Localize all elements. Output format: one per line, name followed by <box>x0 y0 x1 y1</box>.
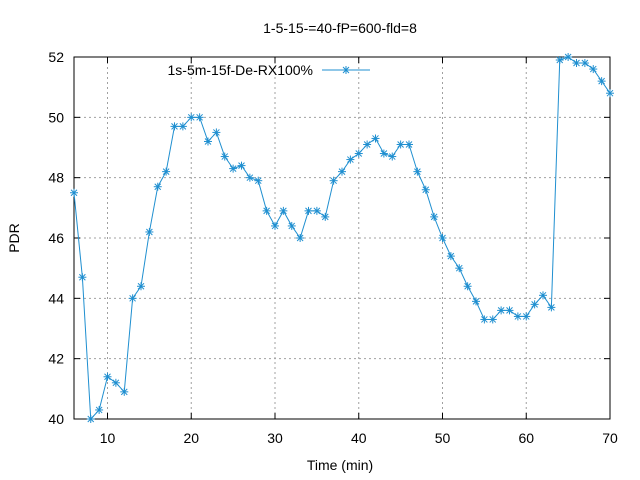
data-point <box>413 167 422 176</box>
data-point <box>128 294 137 303</box>
data-point <box>86 415 95 423</box>
x-tick-label: 40 <box>351 430 367 446</box>
data-point <box>304 206 313 215</box>
y-tick-label: 50 <box>48 109 64 125</box>
data-point <box>488 315 497 324</box>
x-tick-label: 20 <box>183 430 199 446</box>
data-point <box>547 303 556 312</box>
y-tick-label: 44 <box>48 290 64 306</box>
x-tick-label: 10 <box>100 430 116 446</box>
x-tick-label: 70 <box>602 430 618 446</box>
data-point <box>170 122 179 131</box>
data-point <box>363 140 372 149</box>
data-point <box>338 167 346 176</box>
data-point <box>530 300 539 309</box>
data-point <box>279 206 288 215</box>
data-point <box>480 315 489 324</box>
data-point <box>78 273 87 282</box>
data-point <box>555 56 564 65</box>
data-point <box>564 53 573 61</box>
data-point <box>346 155 355 164</box>
legend-marker <box>342 66 350 74</box>
grid-lines <box>74 57 610 419</box>
legend-marker-star <box>342 66 350 74</box>
data-point <box>237 161 246 170</box>
data-point <box>329 176 338 185</box>
data-point <box>312 206 321 215</box>
data-point <box>388 152 397 161</box>
x-tick-label: 60 <box>518 430 534 446</box>
legend-label: 1s-5m-15f-De-RX100% <box>168 62 314 78</box>
data-point <box>212 128 221 137</box>
data-point <box>354 149 363 158</box>
data-point <box>522 312 531 321</box>
data-point <box>145 227 154 236</box>
data-point <box>111 378 120 387</box>
data-point <box>421 185 430 194</box>
data-point <box>254 176 263 185</box>
data-point <box>271 221 279 230</box>
data-point <box>505 306 514 315</box>
data-point <box>137 282 145 291</box>
data-point <box>220 152 229 161</box>
legend: 1s-5m-15f-De-RX100% <box>168 62 370 78</box>
y-axis-title: PDR <box>6 223 22 253</box>
data-point <box>405 140 413 149</box>
data-point <box>120 387 129 396</box>
data-point <box>430 212 439 221</box>
series-layer <box>70 53 614 423</box>
data-point <box>572 59 581 68</box>
data-point <box>379 149 388 158</box>
data-point <box>321 212 330 221</box>
data-point <box>70 188 78 197</box>
data-point <box>187 113 196 122</box>
data-point <box>262 206 271 215</box>
axis-ticks: 10 20 30 40 50 60 70 40 42 44 46 48 50 52 <box>48 49 618 446</box>
data-point <box>472 297 480 306</box>
data-point <box>396 140 405 149</box>
data-point <box>229 164 238 173</box>
data-point <box>597 77 606 86</box>
data-point <box>438 234 447 242</box>
data-point <box>178 122 187 131</box>
data-point <box>606 89 614 98</box>
data-point <box>162 167 171 176</box>
data-point <box>463 282 472 291</box>
x-tick-label: 50 <box>435 430 451 446</box>
x-axis-title: Time (min) <box>307 457 373 473</box>
data-point <box>497 306 506 315</box>
y-tick-label: 52 <box>48 49 64 65</box>
data-point <box>589 65 598 74</box>
y-tick-label: 46 <box>48 230 64 246</box>
data-point <box>95 405 104 414</box>
y-tick-label: 42 <box>48 351 64 367</box>
data-point <box>287 221 296 230</box>
data-point <box>103 372 112 381</box>
data-point <box>296 234 305 242</box>
y-tick-label: 48 <box>48 170 64 186</box>
data-point <box>580 59 589 68</box>
chart-title: 1-5-15-=40-fP=600-fld=8 <box>263 20 417 36</box>
y-tick-label: 40 <box>48 411 64 427</box>
x-tick-label: 30 <box>267 430 283 446</box>
data-point <box>245 173 254 182</box>
data-point <box>153 182 162 191</box>
data-point <box>195 113 204 122</box>
data-point <box>539 291 547 300</box>
data-point <box>513 312 522 321</box>
data-point <box>446 252 455 261</box>
data-point <box>455 264 464 273</box>
data-point <box>204 137 212 146</box>
data-point <box>371 134 380 143</box>
